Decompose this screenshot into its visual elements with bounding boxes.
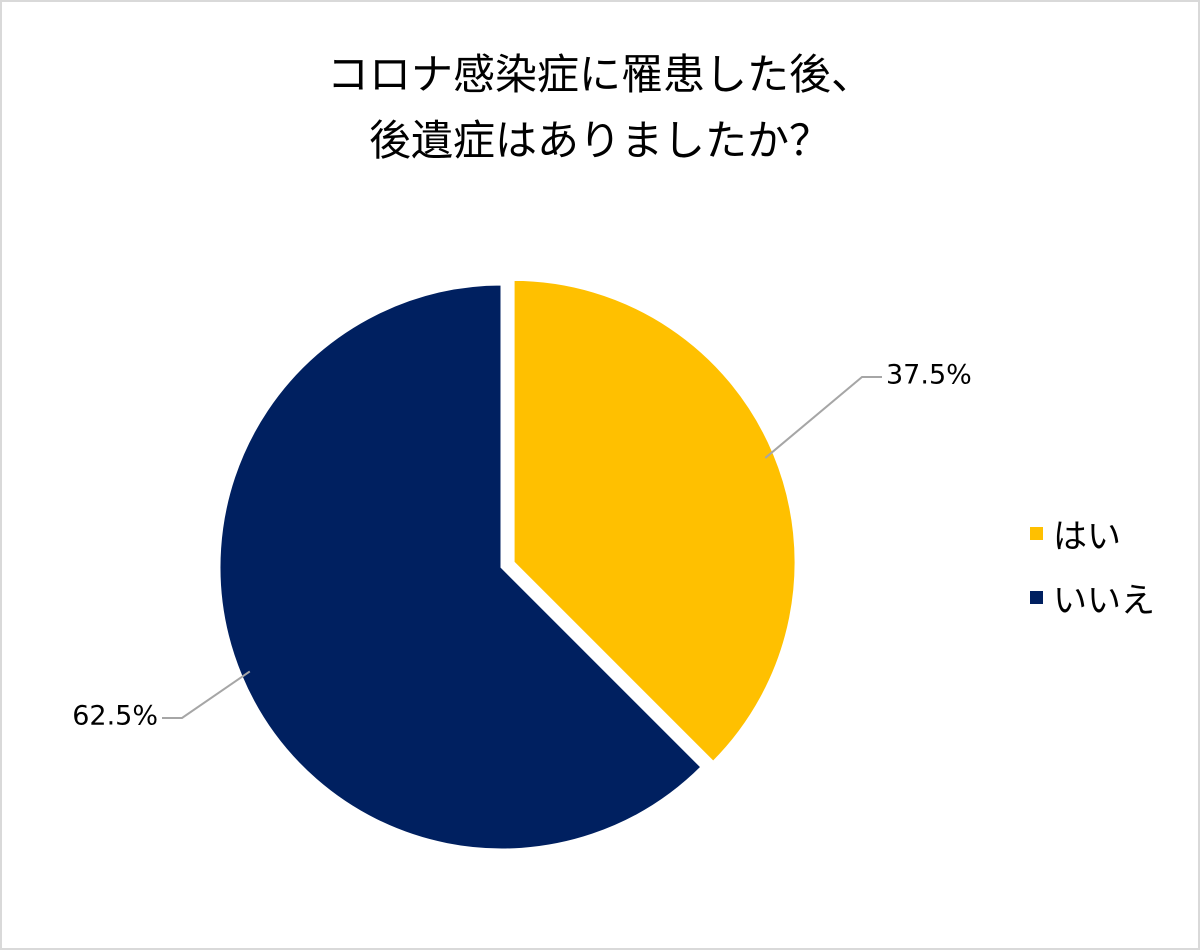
chart-title-line-1: コロナ感染症に罹患した後、 bbox=[326, 50, 873, 99]
legend-swatch-hai bbox=[1030, 526, 1043, 540]
legend-swatch-iie bbox=[1030, 590, 1043, 604]
legend-item-iie: いいえ bbox=[1030, 574, 1155, 621]
legend-item-hai: はい bbox=[1030, 510, 1155, 557]
pie-slice-hai bbox=[511, 277, 798, 765]
data-label-iie: 62.5% bbox=[72, 701, 158, 732]
data-label-hai: 37.5% bbox=[886, 360, 972, 391]
legend: はい いいえ bbox=[1030, 510, 1155, 638]
pie-slice-iie bbox=[217, 282, 705, 852]
chart-title-line-2: 後遺症はありましたか？ bbox=[368, 116, 831, 165]
chart-title: コロナ感染症に罹患した後、 後遺症はありましたか？ bbox=[2, 42, 1198, 174]
leader-line-iie bbox=[162, 670, 251, 719]
legend-label-hai: はい bbox=[1053, 516, 1121, 557]
legend-label-iie: いいえ bbox=[1053, 580, 1155, 621]
leader-line-hai bbox=[764, 376, 882, 459]
